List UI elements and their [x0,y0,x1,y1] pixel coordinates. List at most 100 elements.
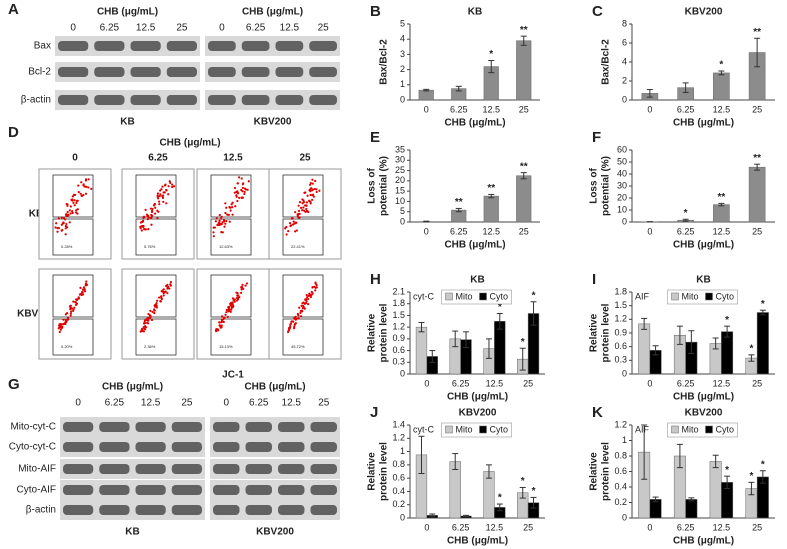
event [294,211,297,214]
event [74,301,77,304]
event [153,202,157,205]
event [54,226,57,229]
event [84,284,87,287]
error-bar [452,330,459,348]
blot-band [171,464,202,474]
error-bar [418,435,425,474]
significance-label: * [498,302,502,313]
significance-label: ** [520,161,528,172]
gate [210,318,252,356]
event [166,292,169,295]
gate [210,218,252,256]
event [162,294,165,297]
y-tick-label: 25 [395,165,405,175]
blot-strip [205,62,340,82]
blot-header: CHB (μg/mL) [97,7,158,18]
blot-band [245,505,272,515]
flow-plot [196,268,270,360]
blot-band [99,464,130,474]
event [159,300,162,303]
panel-letter: I [592,271,596,288]
blot-band [166,67,197,77]
event [171,183,174,186]
event [147,228,150,231]
event [155,304,158,307]
event [160,297,163,301]
event [231,206,234,209]
event [289,322,293,325]
event [212,235,215,238]
chart-title: KBV200 [459,408,497,419]
y-tick-label: 60 [617,144,627,154]
event [233,186,237,190]
event [171,185,174,189]
event [225,219,228,223]
error-bar [423,220,430,223]
event [67,214,70,217]
event [232,299,235,302]
event [305,209,309,212]
event [218,219,221,222]
blot-band [94,95,125,105]
panel-letter: G [8,376,20,393]
event [154,206,157,209]
event [292,327,296,330]
dose-label: 12.5 [223,153,243,164]
x-tick-label: 12.5 [713,226,731,236]
event [82,193,85,197]
event [166,283,169,286]
flow-plot [38,268,112,360]
event [235,296,239,300]
event [163,191,166,194]
percent-label: 0.20% [61,344,73,349]
dose-label: 25 [176,23,188,34]
y-axis-label: protein level [601,442,612,501]
event [69,205,72,208]
event [69,212,72,215]
event [246,188,249,191]
event [226,315,229,319]
event [306,194,309,197]
y-axis-label: Relative [367,313,378,352]
x-tick-label: 12.5 [713,104,731,114]
row-label: Cyto-AIF [17,485,56,496]
event [212,231,215,234]
event [151,207,154,211]
error-bar [682,82,689,93]
error-bar [520,35,527,46]
event [244,284,247,287]
significance-label: * [498,493,502,504]
event [236,182,239,185]
event [234,205,237,208]
event [157,296,161,299]
y-tick-label: 0.6 [392,345,405,355]
x-axis-label: CHB (μg/mL) [673,536,734,547]
y-tick-label: 1.4 [392,419,405,429]
x-tick-label: 0 [424,378,429,388]
event [160,295,163,298]
event [71,211,74,215]
event [299,309,302,313]
event [304,191,307,194]
event [214,220,217,223]
event [172,185,176,188]
event [297,212,300,216]
significance-label: ** [487,183,495,194]
blot-band [171,442,202,452]
bar [483,195,499,223]
event [229,209,232,212]
legend-box [667,422,738,438]
event [70,310,73,313]
flow-plot [121,268,195,360]
event [168,287,171,290]
event [76,212,79,215]
dose-label: 25 [299,153,311,164]
y-tick-label: 5 [400,206,405,216]
event [314,289,317,292]
error-bar [463,331,470,348]
y-axis-label: Loss of [589,168,600,204]
flow-header: CHB (μg/mL) [159,138,220,149]
blot-band [213,442,240,452]
event [292,220,295,223]
y-tick-label: 10 [395,196,405,206]
